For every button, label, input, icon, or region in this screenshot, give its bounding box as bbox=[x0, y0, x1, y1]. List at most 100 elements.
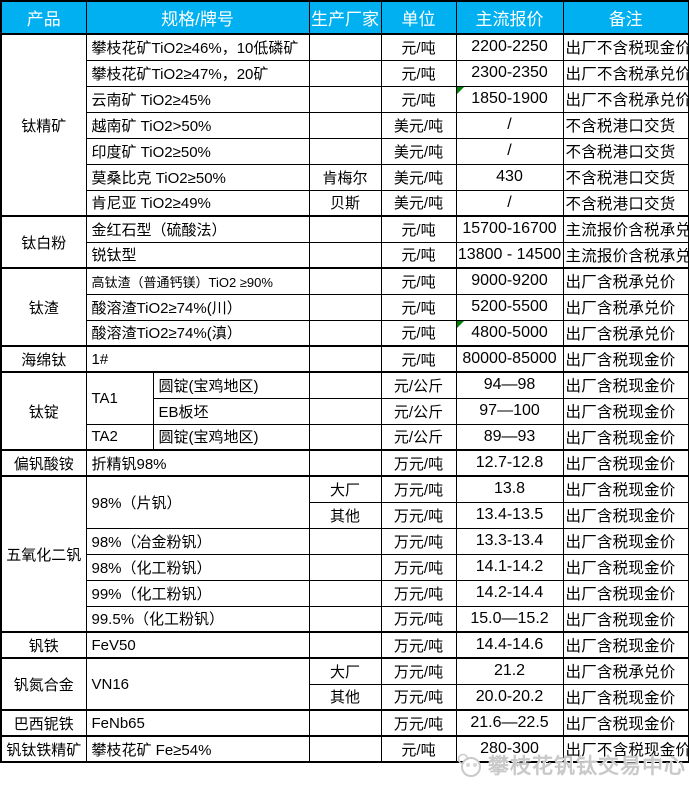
note-cell: 出厂含税承兑价 bbox=[562, 267, 689, 295]
table-row: 酸溶渣TiO2≥74%(川） 元/吨 5200-5500 出厂含税承兑价 bbox=[1, 293, 689, 321]
maker-cell bbox=[308, 345, 382, 373]
spec-cell: 攀枝花矿TiO2≥47%，20矿 bbox=[85, 59, 310, 87]
table-row: 越南矿 TiO2>50% 美元/吨 / 不含税港口交货 bbox=[1, 111, 689, 139]
watermark-text: 攀枝花钒钛交易中心 bbox=[488, 755, 686, 778]
note-cell: 出厂含税现金价 bbox=[562, 501, 689, 529]
spec-cell: 98%（片钒） bbox=[85, 475, 310, 529]
spec-cell: 折精钒98% bbox=[85, 449, 310, 477]
watermark-logo-icon bbox=[457, 753, 481, 777]
maker-cell bbox=[308, 241, 382, 269]
unit-cell: 元/吨 bbox=[380, 215, 457, 243]
price-cell: 80000-85000 bbox=[455, 345, 564, 373]
product-cell: 钛渣 bbox=[0, 267, 87, 347]
maker-cell bbox=[308, 111, 382, 139]
table-row: 98%（化工粉钒） 万元/吨 14.1-14.2 出厂含税现金价 bbox=[1, 553, 689, 581]
col-header-spec: 规格/牌号 bbox=[85, 0, 310, 35]
spec-cell: 酸溶渣TiO2≥74%(滇） bbox=[85, 319, 310, 347]
spec-cell: 99%（化工粉钒） bbox=[85, 579, 310, 607]
spec-cell: 99.5%（化工粉钒） bbox=[85, 605, 310, 633]
col-header-maker: 生产厂家 bbox=[308, 0, 382, 35]
unit-cell: 万元/吨 bbox=[380, 449, 457, 477]
spec-cell: 1# bbox=[85, 345, 310, 373]
unit-cell: 万元/吨 bbox=[380, 657, 457, 685]
note-cell: 出厂含税现金价 bbox=[562, 605, 689, 633]
maker-cell bbox=[308, 267, 382, 295]
product-cell: 钛锭 bbox=[0, 371, 87, 451]
unit-cell: 元/公斤 bbox=[380, 397, 457, 425]
comment-flag-icon bbox=[457, 321, 464, 328]
table-row: 云南矿 TiO2≥45% 元/吨 1850-1900 出厂不含税承兑价 bbox=[1, 85, 689, 113]
table-row: 99%（化工粉钒） 万元/吨 14.2-14.4 出厂含税现金价 bbox=[1, 579, 689, 607]
table-row: 钒氮合金 VN16 大厂 万元/吨 21.2 出厂含税承兑价 bbox=[0, 657, 689, 711]
product-cell: 钒钛铁精矿 bbox=[0, 735, 87, 763]
note-cell: 不含税港口交货 bbox=[562, 137, 689, 165]
unit-cell: 万元/吨 bbox=[380, 579, 457, 607]
price-cell: 5200-5500 bbox=[455, 293, 564, 321]
spec-cell: 肯尼亚 TiO2≥49% bbox=[85, 189, 310, 217]
table-row: 99.5%（化工粉钒） 万元/吨 15.0—15.2 出厂含税现金价 bbox=[1, 605, 689, 633]
unit-cell: 美元/吨 bbox=[380, 111, 457, 139]
spec-cell: 98%（冶金粉钒） bbox=[85, 527, 310, 555]
table-row: TA2 圆锭(宝鸡地区) 元/公斤 89—93 出厂含税现金价 bbox=[1, 423, 689, 451]
note-cell: 出厂含税现金价 bbox=[562, 631, 689, 659]
maker-cell bbox=[308, 423, 382, 451]
note-cell: 不含税港口交货 bbox=[562, 189, 689, 217]
note-cell: 出厂含税现金价 bbox=[562, 709, 689, 737]
price-cell: 13.4-13.5 bbox=[455, 501, 564, 529]
price-cell: 14.1-14.2 bbox=[455, 553, 564, 581]
unit-cell: 万元/吨 bbox=[380, 683, 457, 711]
maker-cell bbox=[308, 631, 382, 659]
spec-cell: 98%（化工粉钒） bbox=[85, 553, 310, 581]
header-row: 产品 规格/牌号 生产厂家 单位 主流报价 备注 bbox=[0, 0, 689, 35]
note-cell: 出厂含税现金价 bbox=[562, 423, 689, 451]
table-row: 钛锭 TA1 圆锭(宝鸡地区) 元/公斤 94—98 出厂含税现金价 bbox=[0, 371, 689, 451]
maker-cell bbox=[308, 319, 382, 347]
spec-cell: EB板坯 bbox=[152, 397, 310, 425]
unit-cell: 元/吨 bbox=[380, 319, 457, 347]
unit-cell: 万元/吨 bbox=[380, 605, 457, 633]
note-cell: 不含税港口交货 bbox=[562, 163, 689, 191]
price-cell: 15700-16700 bbox=[455, 215, 564, 243]
maker-cell bbox=[308, 59, 382, 87]
price-cell: / bbox=[455, 111, 564, 139]
col-header-unit: 单位 bbox=[380, 0, 457, 35]
watermark: 攀枝花钒钛交易中心 bbox=[455, 750, 686, 780]
table-row: 印度矿 TiO2≥50% 美元/吨 / 不含税港口交货 bbox=[1, 137, 689, 165]
note-cell: 出厂含税现金价 bbox=[562, 345, 689, 373]
product-cell: 钒铁 bbox=[0, 631, 87, 659]
maker-cell bbox=[308, 735, 382, 763]
maker-cell bbox=[308, 527, 382, 555]
unit-cell: 元/吨 bbox=[380, 267, 457, 295]
unit-cell: 万元/吨 bbox=[380, 553, 457, 581]
col-header-price: 主流报价 bbox=[455, 0, 564, 35]
maker-cell: 大厂 bbox=[308, 475, 382, 503]
spec-cell: 莫桑比克 TiO2≥50% bbox=[85, 163, 310, 191]
price-cell: 430 bbox=[455, 163, 564, 191]
comment-flag-icon bbox=[457, 87, 464, 94]
maker-cell bbox=[308, 553, 382, 581]
note-cell: 出厂含税现金价 bbox=[562, 475, 689, 503]
note-cell: 出厂含税现金价 bbox=[562, 683, 689, 711]
table-row: 其他 万元/吨 20.0-20.2 出厂含税现金价 bbox=[1, 683, 689, 711]
product-cell: 海绵钛 bbox=[0, 345, 87, 373]
note-cell: 出厂不含税承兑价 bbox=[562, 85, 689, 113]
spec-cell: FeNb65 bbox=[85, 709, 310, 737]
price-cell: 4800-5000 bbox=[455, 319, 564, 347]
price-cell: 1850-1900 bbox=[455, 85, 564, 113]
spec-cell: 锐钛型 bbox=[85, 241, 310, 269]
table-row: 巴西铌铁 FeNb65 万元/吨 21.6—22.5 出厂含税现金价 bbox=[0, 709, 689, 737]
maker-cell: 大厂 bbox=[308, 657, 382, 685]
unit-cell: 元/公斤 bbox=[380, 371, 457, 399]
table-row: 海绵钛 1# 元/吨 80000-85000 出厂含税现金价 bbox=[0, 345, 689, 373]
table-row: 攀枝花矿TiO2≥47%，20矿 元/吨 2300-2350 出厂不含税承兑价 bbox=[1, 59, 689, 87]
note-cell: 出厂含税承兑价 bbox=[562, 293, 689, 321]
spec-cell: 高钛渣（普通钙镁）TiO2 ≥90% bbox=[85, 267, 310, 295]
maker-cell bbox=[308, 371, 382, 399]
product-cell: 巴西铌铁 bbox=[0, 709, 87, 737]
unit-cell: 元/吨 bbox=[380, 59, 457, 87]
table-row: 肯尼亚 TiO2≥49% 贝斯 美元/吨 / 不含税港口交货 bbox=[1, 189, 689, 217]
maker-cell: 贝斯 bbox=[308, 189, 382, 217]
note-cell: 主流报价含税承兑 bbox=[562, 215, 689, 243]
product-cell: 钒氮合金 bbox=[0, 657, 87, 711]
price-cell: 20.0-20.2 bbox=[455, 683, 564, 711]
